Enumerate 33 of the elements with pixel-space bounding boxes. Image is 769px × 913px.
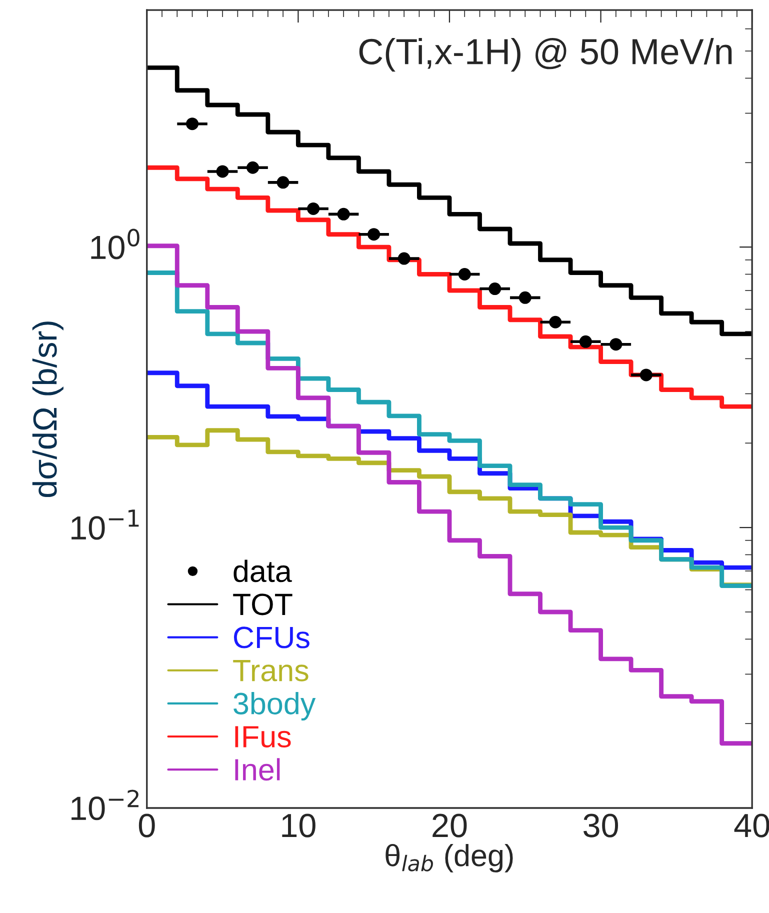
legend-label: CFUs xyxy=(234,626,310,648)
y-tick-label: 10$^{−2}$ xyxy=(72,790,138,820)
legend-label: IFus xyxy=(235,726,291,748)
point xyxy=(610,338,622,351)
legend-label: Inel xyxy=(235,758,280,781)
legend-label: TOT xyxy=(233,594,292,616)
point xyxy=(579,335,592,348)
y-axis-title: dσ/dΩ (b/sr) xyxy=(32,322,64,498)
x-tick-label: 0 xyxy=(138,814,155,838)
point xyxy=(337,208,350,220)
point xyxy=(518,291,532,304)
point xyxy=(186,118,199,130)
text: C(Ti,x-1H) @ 50 MeV/n xyxy=(359,38,732,72)
y-tick-label: 10$^{−1}$ xyxy=(72,510,139,540)
x-tick-label: 30 xyxy=(584,814,618,838)
point xyxy=(276,176,290,189)
x-tick-label: 10 xyxy=(282,814,316,838)
legend-label: data xyxy=(234,560,292,582)
point xyxy=(246,161,260,174)
x-tick-label: 20 xyxy=(432,814,467,838)
point xyxy=(640,368,652,382)
y-tick-label: 10$^{0}$ xyxy=(91,228,140,260)
point xyxy=(398,252,410,265)
point xyxy=(216,165,229,178)
point xyxy=(488,282,502,296)
point xyxy=(307,202,320,215)
x-axis-title: θ$_{lab}$ (deg) xyxy=(386,844,513,872)
x-tick-label: 40 xyxy=(734,814,769,838)
legend-label: 3body xyxy=(234,692,316,720)
legend-label: Trans xyxy=(233,660,308,682)
point xyxy=(458,268,471,280)
point xyxy=(549,316,562,328)
point xyxy=(368,228,380,241)
